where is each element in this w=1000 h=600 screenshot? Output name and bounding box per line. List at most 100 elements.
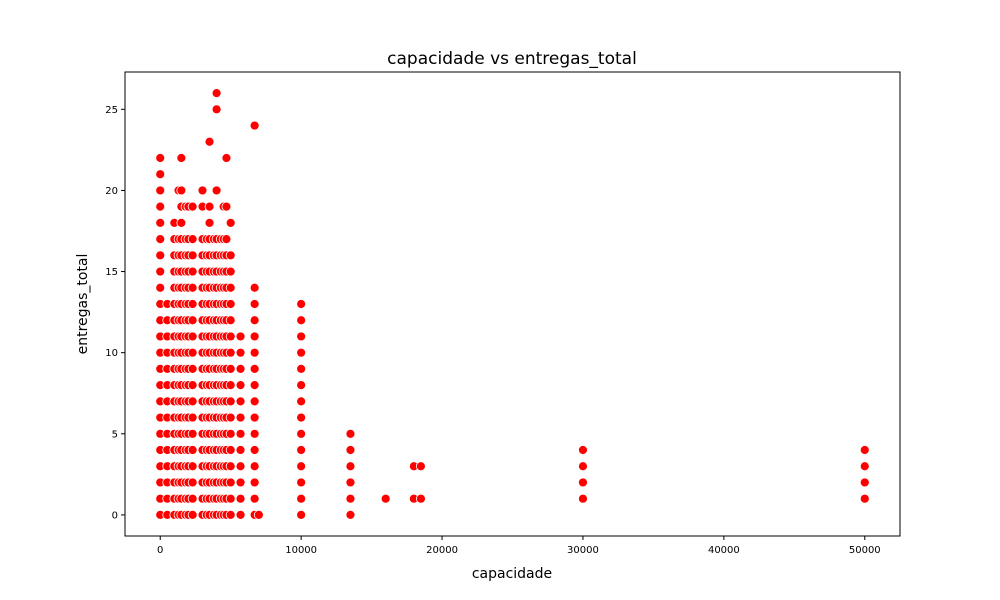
y-tick-label: 5 [112,429,118,440]
data-point [187,493,198,504]
data-point [235,445,246,455]
data-point [187,363,198,374]
data-point [225,250,236,261]
data-point [296,493,307,504]
data-point [204,217,215,228]
data-point [221,201,232,212]
y-tick-label: 0 [112,510,118,521]
data-point [249,396,260,407]
data-point [859,461,870,472]
data-point [345,428,356,439]
data-point [187,510,198,520]
data-point [296,428,307,439]
data-point [187,234,198,245]
data-point [235,380,246,391]
data-point [345,461,356,472]
data-point [345,493,356,504]
data-point [211,104,222,115]
y-tick-label: 10 [105,348,118,359]
data-point [249,445,260,455]
data-point [225,282,236,293]
data-point [235,412,246,423]
data-point [249,461,260,472]
data-point [155,282,166,293]
x-tick-label: 10000 [285,545,317,556]
data-point [187,299,198,309]
data-point [235,461,246,472]
data-point [225,380,236,391]
y-tick-label: 15 [105,267,118,278]
data-point [345,477,356,488]
data-point [380,493,391,504]
data-point [296,363,307,374]
y-tick-label: 25 [105,105,118,116]
data-point [187,282,198,293]
data-point [296,477,307,488]
data-point [859,445,870,455]
data-point [578,445,588,455]
data-point [416,493,426,504]
scatter-points [155,88,870,520]
data-point [221,234,232,245]
x-tick-label: 20000 [426,545,458,556]
data-point [249,331,260,342]
data-point [155,217,166,228]
data-point [187,266,198,277]
data-point [235,347,246,358]
x-tick-label: 0 [157,545,163,556]
data-point [296,380,307,391]
data-point [249,493,260,504]
data-point [296,461,307,472]
data-point [211,185,222,196]
data-point [859,493,870,504]
data-point [416,461,426,472]
data-point [225,510,236,520]
data-point [155,250,166,261]
data-point [225,299,236,309]
data-point [249,363,260,374]
data-point [187,331,198,342]
data-point [235,428,246,439]
data-point [578,477,588,488]
data-point [225,217,236,228]
data-point [235,477,246,488]
data-point [187,428,198,439]
data-point [225,266,236,277]
x-tick-label: 40000 [708,545,740,556]
data-point [187,347,198,358]
y-axis-ticks: 0 5 10 15 20 25 [105,105,125,521]
data-point [296,445,307,455]
data-point [225,445,236,455]
data-point [155,201,166,212]
data-point [187,315,198,326]
data-point [345,445,356,455]
data-point [155,185,166,196]
data-point [235,510,246,520]
data-point [296,315,307,326]
data-point [155,266,166,277]
data-point [187,396,198,407]
data-point [204,136,215,147]
data-point [225,315,236,326]
data-point [249,412,260,423]
data-point [187,250,198,261]
data-point [249,428,260,439]
data-point [225,493,236,504]
data-point [249,120,260,131]
data-point [578,461,588,472]
data-point [249,380,260,391]
data-point [187,201,198,212]
data-point [296,412,307,423]
data-point [187,380,198,391]
data-point [235,493,246,504]
data-point [296,347,307,358]
data-point [235,331,246,342]
data-point [296,331,307,342]
y-tick-label: 20 [105,186,118,197]
data-point [187,445,198,455]
data-point [345,510,356,520]
plot-frame [124,71,901,537]
data-point [225,347,236,358]
data-point [225,461,236,472]
data-point [225,477,236,488]
